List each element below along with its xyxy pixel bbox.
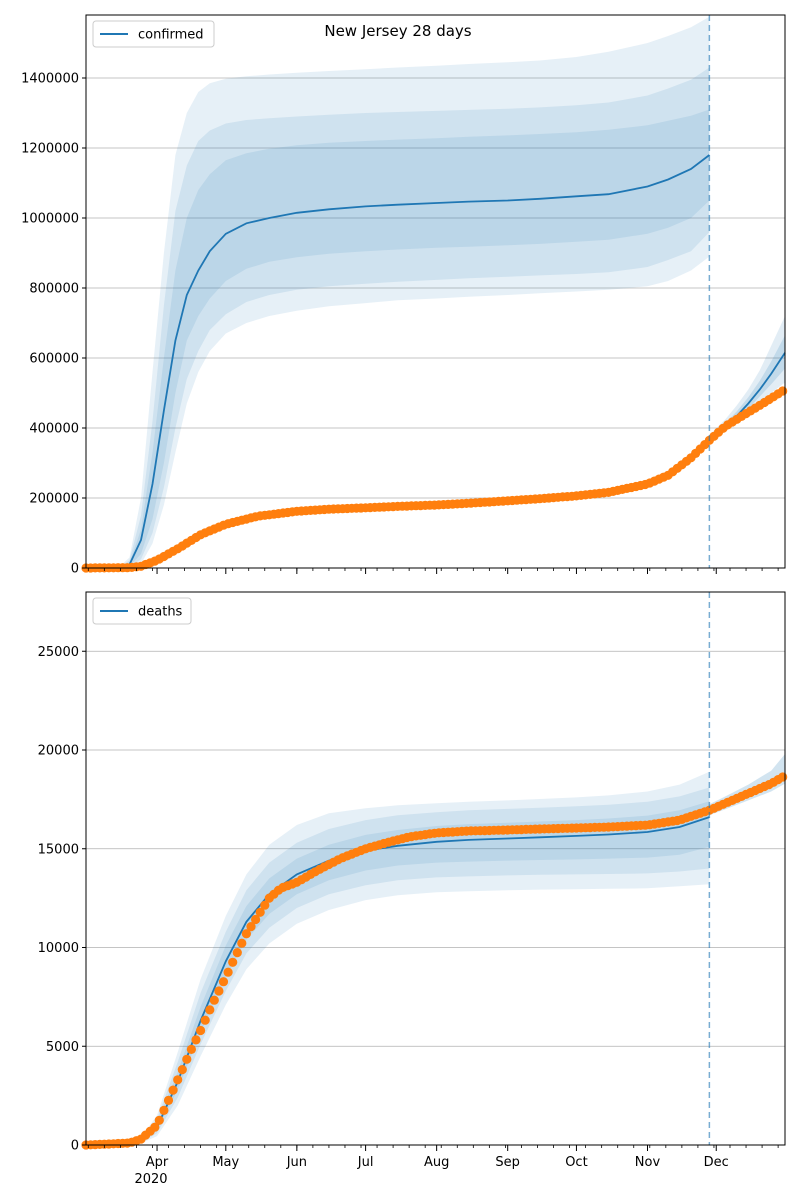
deaths-uncertainty-bands bbox=[86, 754, 785, 1145]
observed-point bbox=[200, 1015, 210, 1025]
y-tick-label: 1200000 bbox=[21, 142, 79, 157]
deaths-observed-points bbox=[81, 772, 788, 1150]
observed-point bbox=[191, 1035, 201, 1045]
observed-point bbox=[163, 1095, 174, 1105]
deaths-y-axis: 0 5000 10000 15000 20000 25000 bbox=[38, 645, 86, 1154]
observed-point bbox=[228, 957, 238, 967]
y-tick-label: 5000 bbox=[46, 1040, 79, 1055]
x-tick-label: Dec bbox=[704, 1155, 729, 1170]
observed-point bbox=[205, 1005, 215, 1015]
observed-point bbox=[223, 967, 233, 977]
observed-point bbox=[218, 977, 229, 987]
y-tick-label: 10000 bbox=[38, 941, 79, 956]
y-tick-label: 0 bbox=[71, 562, 79, 577]
uncertainty-band bbox=[86, 16, 710, 569]
observed-point bbox=[209, 995, 219, 1005]
deaths-panel: 0 5000 10000 15000 20000 25000 Apr May Jun Jul Au… bbox=[38, 591, 788, 1187]
deaths-axes-frame bbox=[85, 591, 786, 1146]
x-axis-year-label: 2020 bbox=[134, 1172, 167, 1187]
observed-point bbox=[159, 1105, 169, 1115]
x-tick-label: Nov bbox=[635, 1155, 661, 1170]
observed-point bbox=[255, 907, 265, 917]
legend-label: confirmed bbox=[138, 28, 204, 43]
observed-point bbox=[214, 986, 224, 996]
legend-box bbox=[92, 597, 192, 625]
confirmed-observed-points bbox=[81, 386, 788, 573]
observed-point bbox=[778, 386, 788, 396]
observed-point bbox=[260, 900, 270, 910]
x-tick-label: Oct bbox=[565, 1155, 587, 1170]
x-tick-label: Aug bbox=[424, 1155, 449, 1170]
confirmed-x-axis bbox=[87, 568, 779, 574]
confirmed-uncertainty-bands bbox=[86, 16, 785, 569]
confirmed-axes-frame bbox=[85, 14, 786, 569]
uncertainty-band bbox=[86, 67, 710, 568]
y-tick-label: 25000 bbox=[38, 645, 79, 660]
confirmed-y-axis: 0 200000 400000 600000 800000 1000000 1200000 1… bbox=[21, 72, 86, 577]
observed-point bbox=[251, 914, 261, 925]
observed-point bbox=[154, 1115, 164, 1125]
uncertainty-band bbox=[86, 109, 710, 568]
observed-point bbox=[186, 1044, 196, 1054]
confirmed-model-line bbox=[86, 154, 710, 569]
observed-point bbox=[173, 1075, 183, 1085]
observed-point bbox=[150, 1122, 160, 1132]
x-tick-label: Jul bbox=[357, 1155, 374, 1170]
observed-point bbox=[182, 1054, 192, 1064]
uncertainty-band bbox=[86, 771, 710, 1145]
y-tick-label: 1000000 bbox=[21, 212, 79, 227]
deaths-x-axis: Apr May Jun Jul Aug Sep Oct Nov Dec bbox=[87, 1145, 779, 1170]
observed-point bbox=[778, 772, 788, 782]
chart-title: New Jersey 28 days bbox=[324, 22, 471, 40]
deaths-gridlines bbox=[86, 650, 785, 1047]
y-tick-label: 200000 bbox=[29, 492, 79, 507]
observed-point bbox=[241, 929, 251, 939]
y-tick-label: 20000 bbox=[38, 744, 79, 759]
confirmed-legend: confirmed bbox=[92, 20, 215, 48]
legend-label: deaths bbox=[138, 605, 183, 620]
x-tick-label: Sep bbox=[495, 1155, 520, 1170]
uncertainty-band bbox=[86, 801, 710, 1145]
x-tick-label: May bbox=[212, 1155, 239, 1170]
observed-point bbox=[246, 922, 256, 932]
y-tick-label: 400000 bbox=[29, 422, 79, 437]
observed-point bbox=[196, 1025, 206, 1036]
observed-point bbox=[168, 1085, 178, 1095]
confirmed-gridlines bbox=[86, 77, 785, 499]
y-tick-label: 15000 bbox=[38, 842, 79, 857]
deaths-legend: deaths bbox=[92, 597, 192, 625]
y-tick-label: 1400000 bbox=[21, 72, 79, 87]
confirmed-panel: 0 200000 400000 600000 800000 1000000 1200000 1… bbox=[21, 14, 788, 577]
y-tick-label: 600000 bbox=[29, 352, 79, 367]
legend-box bbox=[92, 20, 215, 48]
observed-point bbox=[232, 948, 242, 958]
x-tick-label: Jun bbox=[286, 1155, 307, 1170]
y-tick-label: 0 bbox=[71, 1139, 79, 1154]
y-tick-label: 800000 bbox=[29, 282, 79, 297]
x-tick-label: Apr bbox=[146, 1155, 169, 1170]
observed-point bbox=[237, 938, 247, 948]
observed-point bbox=[177, 1065, 187, 1075]
